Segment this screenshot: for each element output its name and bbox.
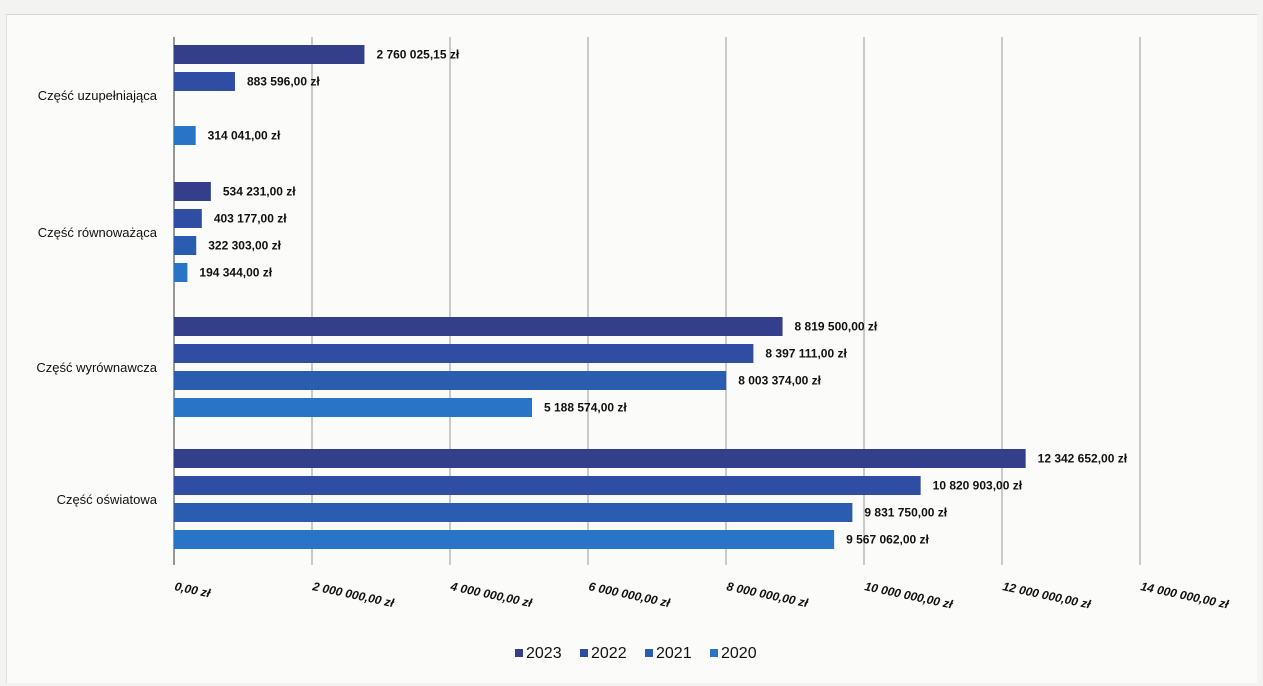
- bar-2021: [174, 236, 197, 255]
- x-tick-label: 8 000 000,00 zł: [725, 579, 809, 610]
- legend-swatch: [710, 649, 718, 657]
- bar-2022: [174, 72, 235, 91]
- x-tick-label: 12 000 000,00 zł: [1001, 579, 1092, 611]
- data-label: 8 819 500,00 zł: [795, 320, 878, 334]
- bar-2020: [174, 263, 188, 282]
- data-label: 2 760 025,15 zł: [376, 48, 459, 62]
- bar-2020: [174, 530, 835, 549]
- category-label: Część uzupełniająca: [38, 88, 158, 103]
- x-tick-label: 2 000 000,00 zł: [310, 579, 395, 610]
- category-label: Część równoważąca: [38, 225, 158, 240]
- legend-label: 2023: [526, 645, 562, 662]
- x-tick-label: 10 000 000,00 zł: [863, 579, 954, 611]
- bar-2020: [174, 126, 196, 145]
- x-tick-label: 4 000 000,00 zł: [448, 579, 533, 610]
- x-tick-label: 14 000 000,00 zł: [1139, 579, 1230, 611]
- data-label: 314 041,00 zł: [208, 129, 281, 143]
- x-tick-label: 0,00 zł: [173, 579, 212, 600]
- bar-2023: [174, 182, 211, 201]
- legend-swatch: [580, 649, 588, 657]
- category-label: Część wyrównawcza: [36, 360, 157, 375]
- bar-2022: [174, 344, 754, 363]
- bar-chart: Część uzupełniająca 2 760 025,15 zł 883 59…: [36, 37, 1230, 662]
- data-label: 10 820 903,00 zł: [933, 479, 1023, 493]
- data-label: 883 596,00 zł: [247, 75, 320, 89]
- bar-2020: [174, 398, 533, 417]
- data-label: 194 344,00 zł: [199, 266, 272, 280]
- chart-frame: Część uzupełniająca 2 760 025,15 zł 883 59…: [6, 14, 1257, 683]
- bar-2023: [174, 45, 365, 64]
- bar-2023: [174, 449, 1026, 468]
- legend-label: 2021: [656, 645, 692, 662]
- data-label: 8 397 111,00 zł: [765, 347, 847, 361]
- legend-swatch: [645, 649, 653, 657]
- data-label: 534 231,00 zł: [223, 185, 296, 199]
- data-label: 403 177,00 zł: [214, 212, 287, 226]
- legend-label: 2022: [591, 645, 627, 662]
- bar-2021: [174, 371, 727, 390]
- data-label: 5 188 574,00 zł: [544, 401, 627, 415]
- bar-2021: [174, 503, 853, 522]
- data-label: 12 342 652,00 zł: [1038, 452, 1128, 466]
- bar-2022: [174, 476, 921, 495]
- category-label: Część oświatowa: [57, 492, 158, 507]
- legend-swatch: [515, 649, 523, 657]
- bar-2022: [174, 209, 202, 228]
- data-label: 9 567 062,00 zł: [846, 533, 929, 547]
- bar-2023: [174, 317, 783, 336]
- data-label: 322 303,00 zł: [208, 239, 281, 253]
- data-label: 9 831 750,00 zł: [864, 506, 947, 520]
- legend-label: 2020: [721, 645, 757, 662]
- x-tick-label: 6 000 000,00 zł: [587, 579, 671, 610]
- data-label: 8 003 374,00 zł: [738, 374, 821, 388]
